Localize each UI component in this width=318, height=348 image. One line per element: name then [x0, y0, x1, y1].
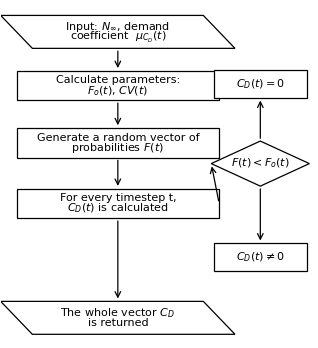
Bar — [214, 243, 307, 271]
Text: Input: $N_{\infty}$, demand: Input: $N_{\infty}$, demand — [65, 20, 170, 34]
Text: For every timestep t,: For every timestep t, — [59, 193, 176, 203]
Text: $C_D(t)$ is calculated: $C_D(t)$ is calculated — [67, 202, 169, 215]
Text: coefficient  $\mu_{C_D}(t)$: coefficient $\mu_{C_D}(t)$ — [70, 30, 166, 45]
Text: Calculate parameters:: Calculate parameters: — [56, 76, 180, 85]
Text: Generate a random vector of: Generate a random vector of — [37, 133, 199, 143]
Text: probabilities $F(t)$: probabilities $F(t)$ — [72, 141, 164, 155]
Bar — [17, 128, 219, 158]
Bar — [17, 189, 219, 218]
Text: $C_D(t) \neq 0$: $C_D(t) \neq 0$ — [236, 251, 285, 264]
Polygon shape — [1, 301, 235, 334]
Polygon shape — [1, 15, 235, 48]
Polygon shape — [211, 141, 309, 186]
Text: $C_D(t) = 0$: $C_D(t) = 0$ — [236, 77, 285, 91]
Text: is returned: is returned — [87, 318, 148, 328]
Text: $F_o(t)$, $CV(t)$: $F_o(t)$, $CV(t)$ — [87, 84, 149, 97]
Text: $F(t) < F_o(t)$: $F(t) < F_o(t)$ — [231, 157, 290, 171]
Bar — [214, 70, 307, 98]
Bar — [17, 71, 219, 100]
Text: The whole vector $C_D$: The whole vector $C_D$ — [60, 306, 175, 319]
